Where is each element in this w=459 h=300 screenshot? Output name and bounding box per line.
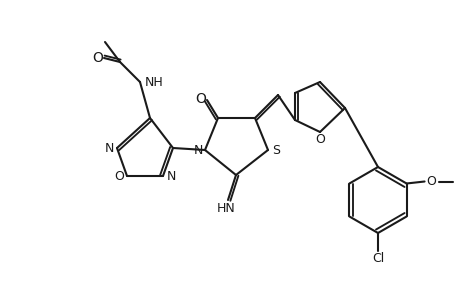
Text: O: O xyxy=(314,133,324,146)
Text: N: N xyxy=(166,169,175,182)
Text: O: O xyxy=(92,51,103,65)
Text: O: O xyxy=(195,92,206,106)
Text: N: N xyxy=(104,142,113,154)
Text: NH: NH xyxy=(145,76,163,88)
Text: Cl: Cl xyxy=(371,253,383,266)
Text: HN: HN xyxy=(216,202,235,214)
Text: S: S xyxy=(271,143,280,157)
Text: N: N xyxy=(193,143,202,157)
Text: O: O xyxy=(114,169,123,182)
Text: O: O xyxy=(425,175,436,188)
